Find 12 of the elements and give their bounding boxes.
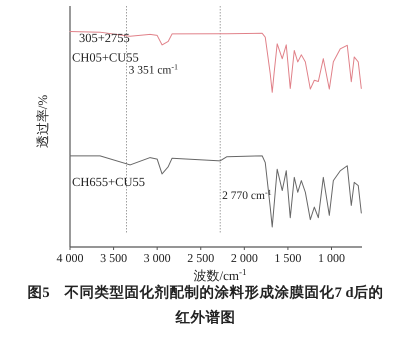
x-axis-title: 波数/cm$^{-1}$	[193, 267, 247, 283]
annotation: 305+2755	[79, 31, 130, 45]
x-tick-label: 3 000	[144, 251, 171, 265]
text: 图5 不同类型固化剂配制的涂料形成涂膜固化7 d后的红外谱图	[27, 283, 384, 326]
series-label: CH655+CU55	[72, 174, 146, 189]
x-tick-label: 1 000	[318, 251, 345, 265]
y-axis-title: 透过率/%	[35, 94, 50, 148]
x-tick-label: 2 500	[187, 251, 214, 265]
x-tick-label: 3 500	[100, 251, 128, 265]
x-tick-label: 4 000	[56, 251, 84, 265]
x-tick-label: 1 500	[274, 251, 302, 265]
x-tick-label: 2 000	[230, 251, 258, 265]
